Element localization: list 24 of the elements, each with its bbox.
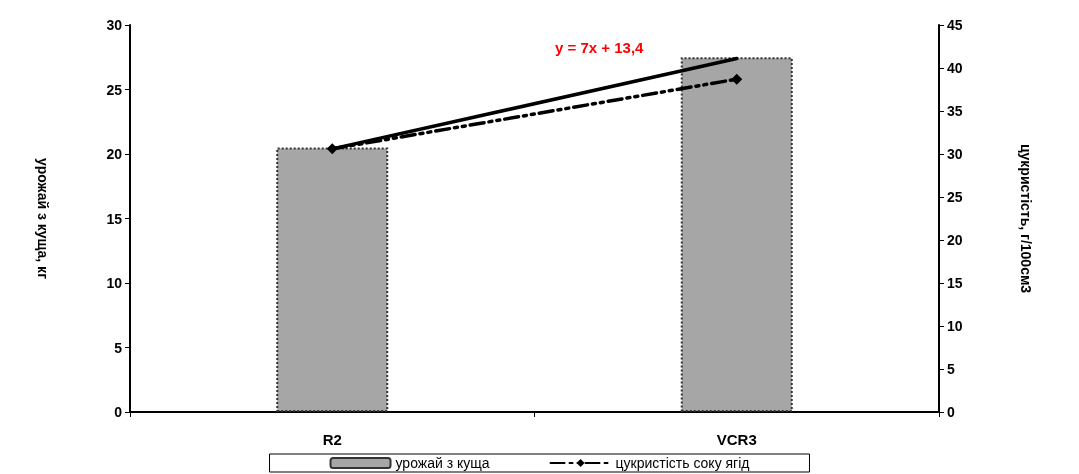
legend-label: цукристість соку ягід [615, 455, 750, 471]
y-tick-label: 5 [114, 339, 123, 356]
y2-tick-label: 45 [947, 17, 963, 33]
y-axis-title: урожай з куща, кг [35, 158, 51, 280]
legend-label: урожай з куща [395, 455, 490, 471]
y2-tick-label: 40 [947, 60, 963, 76]
y2-tick-label: 30 [947, 146, 963, 162]
y-tick-label: 0 [114, 404, 123, 420]
y-tick-label: 10 [106, 275, 123, 291]
y2-tick-label: 10 [947, 318, 963, 334]
y2-tick-label: 0 [947, 404, 955, 420]
annotation: y = 7x + 13,4 [555, 39, 645, 56]
x-tick-label: VCR3 [716, 431, 757, 448]
y2-tick-label: 20 [947, 232, 963, 248]
y2-tick-label: 35 [947, 103, 963, 119]
y2-tick-label: 5 [947, 361, 955, 377]
y-tick-label: 30 [106, 17, 123, 33]
y2-tick-label: 25 [947, 189, 963, 205]
x-tick-label: R2 [322, 431, 342, 448]
y-tick-label: 15 [106, 210, 123, 227]
y2-tick-label: 15 [947, 275, 963, 291]
y2-axis-title: цукристість, г/100см3 [1018, 143, 1034, 294]
y-tick-label: 20 [106, 146, 123, 162]
y-tick-label: 25 [106, 81, 123, 98]
